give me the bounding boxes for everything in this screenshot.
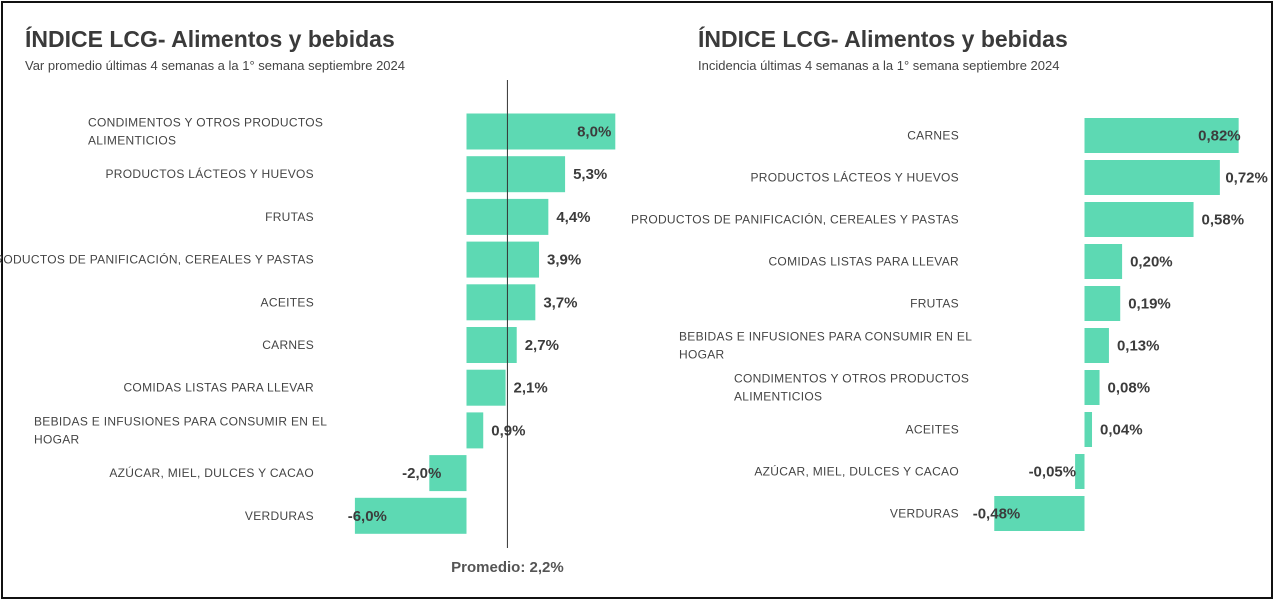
left-category-label: CONDIMENTOS Y OTROS PRODUCTOS xyxy=(88,116,323,130)
average-label: Promedio: 2,2% xyxy=(451,559,564,576)
left-category-label: AZÚCAR, MIEL, DULCES Y CACAO xyxy=(109,465,314,480)
right-value-label: 0,19% xyxy=(1128,296,1171,313)
right-category-label: AZÚCAR, MIEL, DULCES Y CACAO xyxy=(754,464,959,479)
left-bar xyxy=(466,156,566,193)
right-bar xyxy=(1075,454,1085,489)
right-category-label: CONDIMENTOS Y OTROS PRODUCTOS xyxy=(734,372,969,386)
right-category-label: COMIDAS LISTAS PARA LLEVAR xyxy=(768,255,959,269)
left-value-label: 2,7% xyxy=(525,337,559,354)
right-value-label: 0,13% xyxy=(1117,338,1160,355)
right-value-label: 0,20% xyxy=(1130,254,1173,271)
right-category-label: ALIMENTICIOS xyxy=(734,390,822,404)
right-bar xyxy=(1084,118,1239,153)
left-bar xyxy=(466,412,484,449)
right-category-label: BEBIDAS E INFUSIONES PARA CONSUMIR EN EL xyxy=(679,330,972,344)
left-value-label: 2,1% xyxy=(514,380,548,397)
left-value-label: 4,4% xyxy=(556,209,590,226)
left-bar xyxy=(466,284,536,321)
left-bar xyxy=(466,327,517,363)
right-value-label: 0,04% xyxy=(1100,422,1143,439)
left-bar xyxy=(354,497,467,534)
right-category-label: PRODUCTOS LÁCTEOS Y HUEVOS xyxy=(750,170,959,185)
right-category-label: VERDURAS xyxy=(890,507,959,521)
right-value-label: 0,08% xyxy=(1108,380,1151,397)
right-value-label: -0,05% xyxy=(1029,464,1077,481)
left-value-label: 8,0% xyxy=(577,124,611,141)
right-chart-subtitle: Incidencia últimas 4 semanas a la 1° sem… xyxy=(698,58,1060,73)
right-value-label: 0,82% xyxy=(1198,128,1241,145)
left-category-label: ACEITES xyxy=(261,295,314,309)
left-bar xyxy=(466,369,506,406)
right-bar xyxy=(1084,202,1194,237)
left-category-label: FRUTAS xyxy=(265,210,314,224)
right-bar xyxy=(1084,160,1220,195)
right-bar xyxy=(994,496,1085,531)
left-chart-subtitle: Var promedio últimas 4 semanas a la 1° s… xyxy=(25,58,405,73)
right-bar xyxy=(1084,412,1093,447)
left-chart-title: ÍNDICE LCG- Alimentos y bebidas xyxy=(25,26,395,52)
left-value-label: 5,3% xyxy=(573,166,607,183)
right-chart-title: ÍNDICE LCG- Alimentos y bebidas xyxy=(698,26,1068,52)
right-bar xyxy=(1084,328,1109,363)
right-value-label: 0,72% xyxy=(1225,170,1268,187)
left-category-label: BEBIDAS E INFUSIONES PARA CONSUMIR EN EL xyxy=(34,414,327,428)
right-bar xyxy=(1084,286,1121,321)
left-category-label: HOGAR xyxy=(34,432,80,446)
left-value-label: -2,0% xyxy=(402,465,441,482)
left-category-label: COMIDAS LISTAS PARA LLEVAR xyxy=(123,381,314,395)
right-bar xyxy=(1084,244,1123,279)
right-category-label: PRODUCTOS DE PANIFICACIÓN, CEREALES Y PA… xyxy=(631,212,959,227)
right-category-label: ACEITES xyxy=(906,423,959,437)
right-bar xyxy=(1084,370,1100,405)
left-category-label: VERDURAS xyxy=(245,509,314,523)
left-bar xyxy=(466,241,540,278)
left-category-label: CARNES xyxy=(262,338,314,352)
left-value-label: 3,7% xyxy=(543,294,577,311)
left-category-label: PRODUCTOS LÁCTEOS Y HUEVOS xyxy=(105,166,314,181)
left-value-label: 3,9% xyxy=(547,252,581,269)
right-category-label: FRUTAS xyxy=(910,297,959,311)
left-bar xyxy=(429,455,467,492)
right-category-label: CARNES xyxy=(907,129,959,143)
right-value-label: -0,48% xyxy=(973,506,1021,523)
left-category-label: ALIMENTICIOS xyxy=(88,134,176,148)
right-category-label: HOGAR xyxy=(679,348,725,362)
left-value-label: -6,0% xyxy=(348,508,387,525)
right-value-label: 0,58% xyxy=(1202,212,1245,229)
left-value-label: 0,9% xyxy=(491,422,525,439)
left-bar xyxy=(466,113,616,150)
left-category-label: PRODUCTOS DE PANIFICACIÓN, CEREALES Y PA… xyxy=(0,252,314,267)
